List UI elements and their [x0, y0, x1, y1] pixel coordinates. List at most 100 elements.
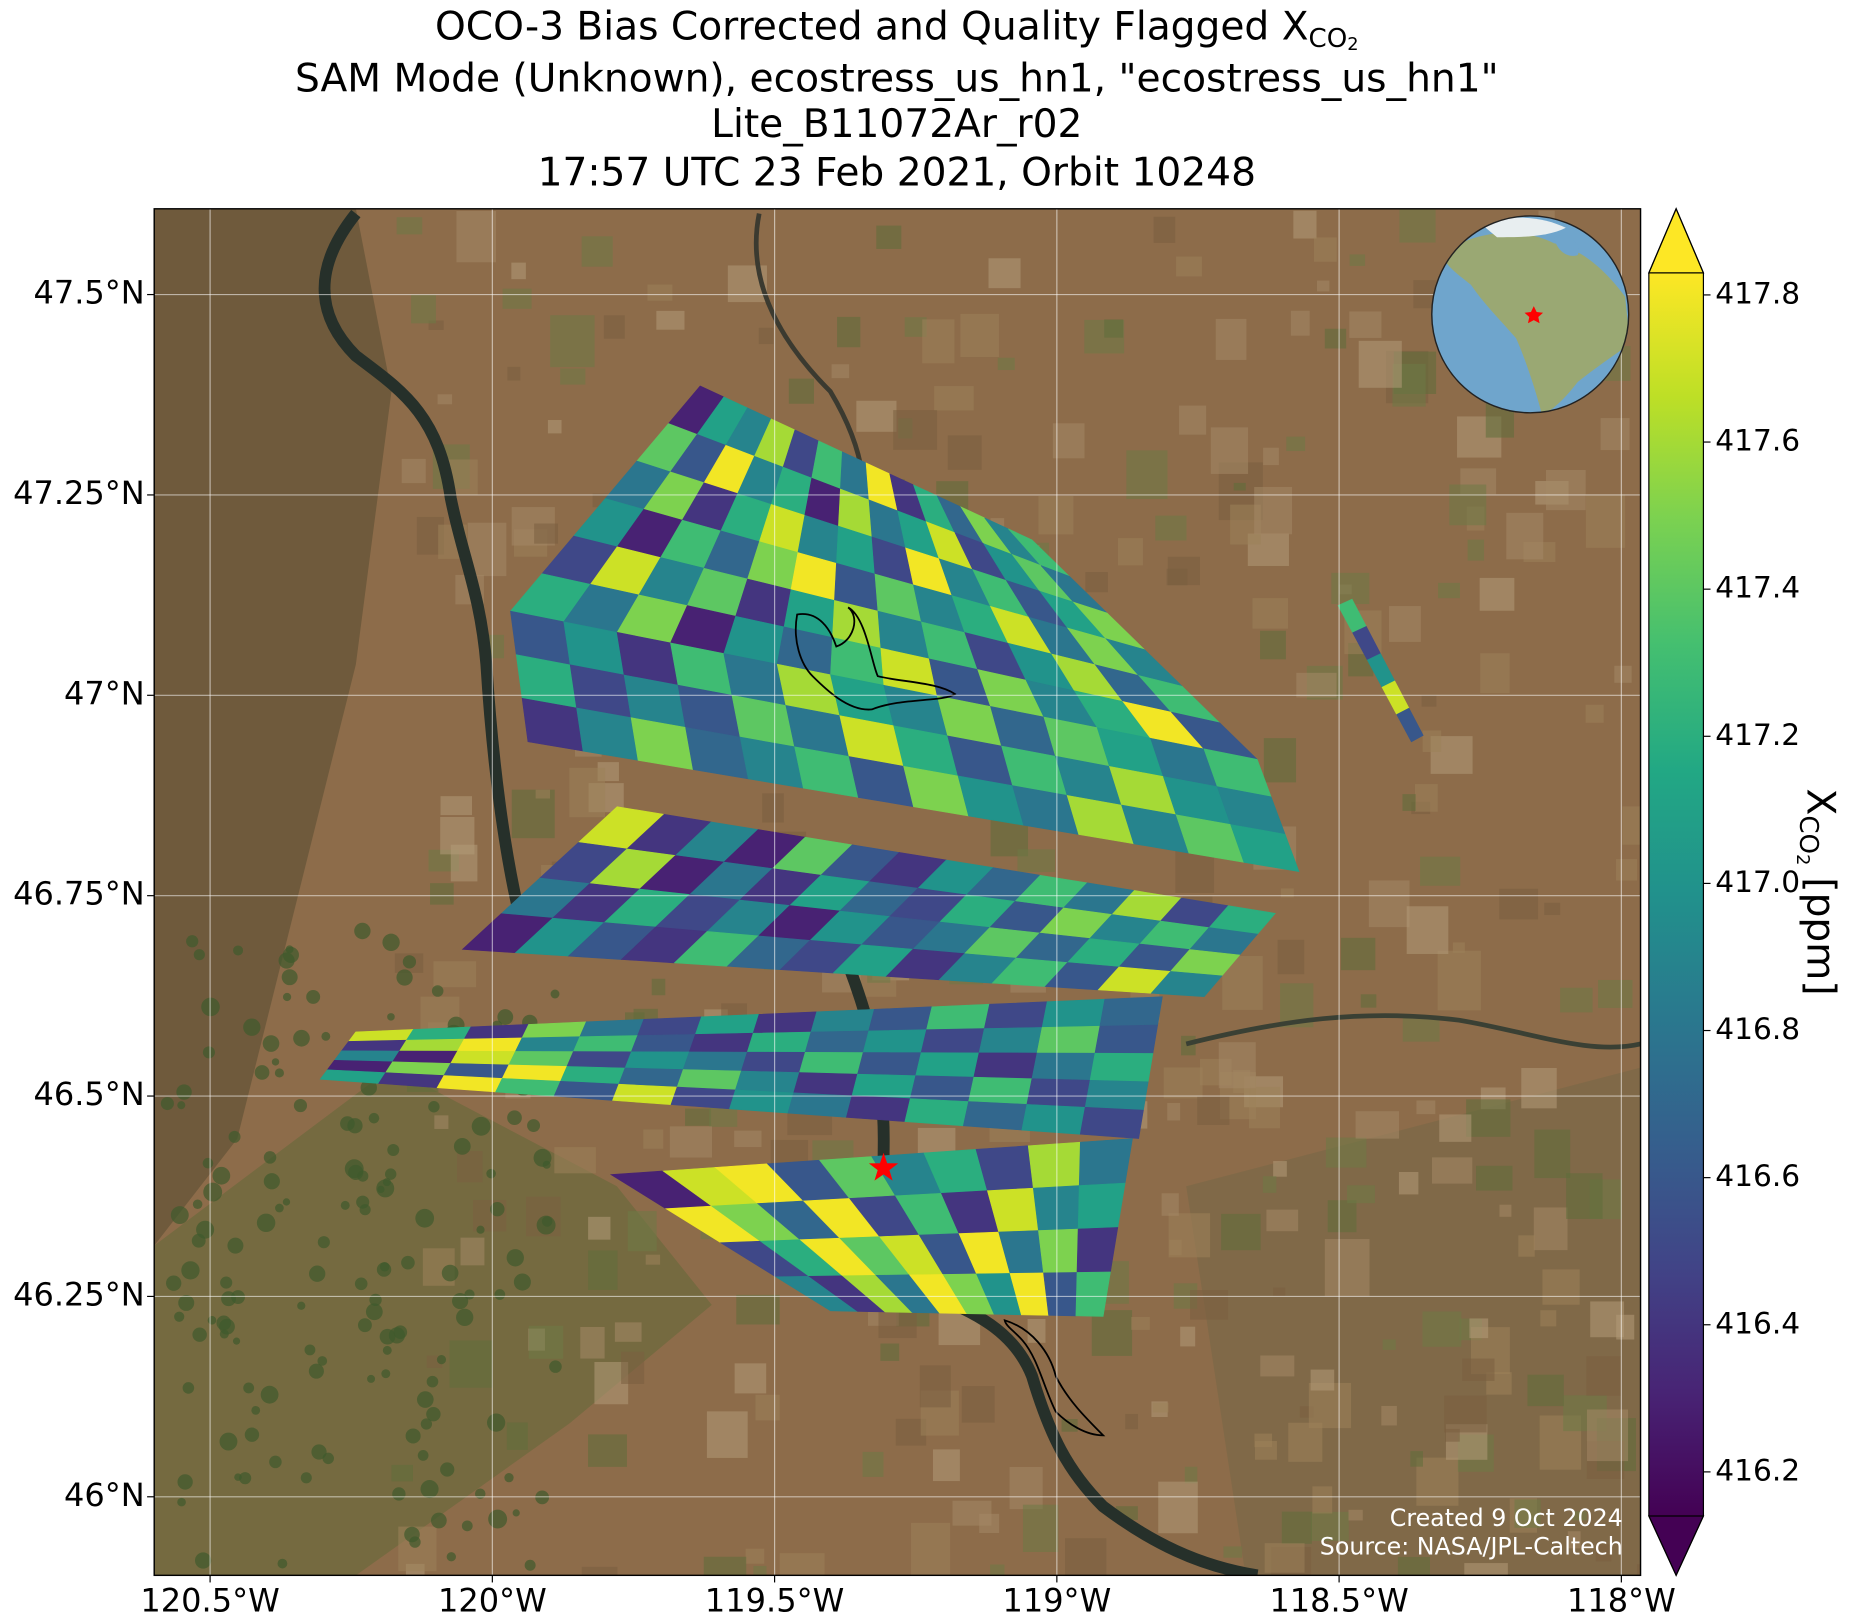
terrain-field	[1312, 1486, 1333, 1514]
crop-circle	[177, 1474, 193, 1490]
xco2-sounding	[845, 1095, 911, 1122]
terrain-field	[440, 796, 473, 816]
y-tick-label: 46.75°N	[13, 875, 145, 913]
terrain-field	[547, 420, 562, 434]
crop-circle	[476, 1225, 485, 1234]
crop-circle	[396, 969, 413, 986]
crop-circle	[233, 945, 244, 956]
xco2-sounding	[862, 1029, 927, 1053]
terrain-field	[1540, 1310, 1557, 1327]
bay	[1553, 235, 1579, 256]
terrain-field	[1399, 209, 1436, 243]
xco2-sounding	[463, 1024, 530, 1040]
xco2-sounding	[926, 1003, 990, 1031]
crop-circle	[170, 1206, 189, 1225]
xco2-sounding	[521, 1021, 587, 1039]
terrain-field	[1017, 849, 1056, 873]
xco2-sounding	[682, 1051, 748, 1072]
terrain-field	[554, 1147, 596, 1174]
map	[154, 208, 1641, 1576]
crop-circle	[486, 1413, 506, 1432]
xco2-sounding	[624, 1051, 690, 1070]
xco2-sounding	[1084, 1079, 1149, 1111]
title-subscript: CO	[1309, 24, 1348, 54]
soundings	[319, 385, 1424, 1317]
xco2-sounding	[1075, 1271, 1111, 1317]
crop-circle	[191, 1233, 206, 1248]
terrain-field	[1166, 568, 1188, 586]
xco2-sounding	[572, 1035, 639, 1053]
lake-outline	[794, 606, 957, 711]
terrain-field	[1221, 1213, 1261, 1251]
crop-circle	[321, 1031, 331, 1041]
terrain-field	[588, 1250, 618, 1290]
footer-source: Source: NASA/JPL-Caltech	[1320, 1533, 1623, 1561]
crop-circle	[317, 1356, 328, 1366]
crop-circle	[461, 1520, 473, 1532]
crop-circle	[381, 1369, 391, 1379]
crop-circle	[392, 1487, 406, 1501]
crop-circle	[176, 1084, 192, 1100]
crop-circle	[382, 933, 400, 952]
xco2-sounding	[1027, 1141, 1081, 1189]
terrain-field	[449, 1340, 493, 1388]
terrain-field	[1331, 572, 1370, 605]
terrain-field	[1402, 794, 1416, 811]
terrain-field	[734, 1363, 767, 1394]
terrain-field	[1462, 1358, 1495, 1381]
crop-circle	[244, 1427, 260, 1442]
terrain-field	[1286, 436, 1306, 452]
terrain-field	[1065, 1538, 1107, 1576]
terrain-field	[643, 1129, 664, 1149]
terrain-field	[1566, 1173, 1603, 1219]
title-text: SAM Mode (Unknown), ecostress_us_hn1, "e…	[295, 56, 1499, 101]
crop-circle	[486, 1168, 496, 1179]
terrain-field	[1445, 1428, 1460, 1442]
terrain-field	[1358, 340, 1402, 388]
terrain-field	[1521, 1068, 1557, 1109]
xco2-sounding	[566, 1051, 632, 1069]
terrain-field	[535, 789, 551, 799]
crop-circle	[416, 1391, 434, 1408]
crop-circle	[177, 1497, 186, 1507]
terrain-field	[1052, 423, 1085, 459]
terrain-field	[1310, 1369, 1335, 1391]
crop-circle	[260, 1385, 279, 1404]
terrain-field	[1325, 1137, 1367, 1168]
crop-circle	[384, 1168, 397, 1180]
map-frame	[153, 208, 1642, 1577]
crop-circle	[494, 1289, 506, 1300]
terrain-field	[911, 1522, 951, 1576]
terrain-field	[706, 1411, 748, 1458]
terrain-field	[1190, 1290, 1229, 1320]
terrain-field	[1414, 784, 1438, 812]
colorbar: 416.2 416.4 416.6 416.8 417.0 417.2 417.4 417.6…	[1647, 207, 1843, 1577]
crop-circle	[453, 1137, 471, 1155]
terrain-field	[1389, 606, 1421, 642]
terrain-field	[1545, 469, 1586, 511]
title-subscript: 2	[1347, 34, 1358, 55]
footer-created: Created 9 Oct 2024	[1390, 1504, 1623, 1532]
crop-circle	[426, 1375, 439, 1388]
terrain-field	[1585, 494, 1626, 548]
terrain-field	[1410, 1451, 1423, 1467]
terrain-field	[745, 1548, 765, 1564]
river	[1185, 1013, 1641, 1050]
terrain-field	[1438, 582, 1460, 599]
terrain-field	[1264, 1543, 1305, 1573]
crop-circle	[549, 1360, 562, 1373]
xco2-sounding	[391, 1050, 458, 1064]
terrain-field	[1288, 1422, 1323, 1462]
terrain-field	[988, 258, 1021, 289]
terrain-field	[1313, 237, 1337, 262]
terrain-field	[1420, 856, 1461, 886]
xco2-sounding	[904, 1098, 969, 1127]
terrain-field	[1416, 1457, 1459, 1506]
title-text: OCO-3 Bias Corrected and Quality Flagged…	[435, 4, 1309, 49]
xco2-sounding	[508, 1051, 574, 1067]
terrain-field	[621, 1351, 645, 1384]
crop-circle	[340, 1116, 355, 1131]
crop-circle	[306, 989, 321, 1004]
terrain-field	[1254, 486, 1293, 535]
